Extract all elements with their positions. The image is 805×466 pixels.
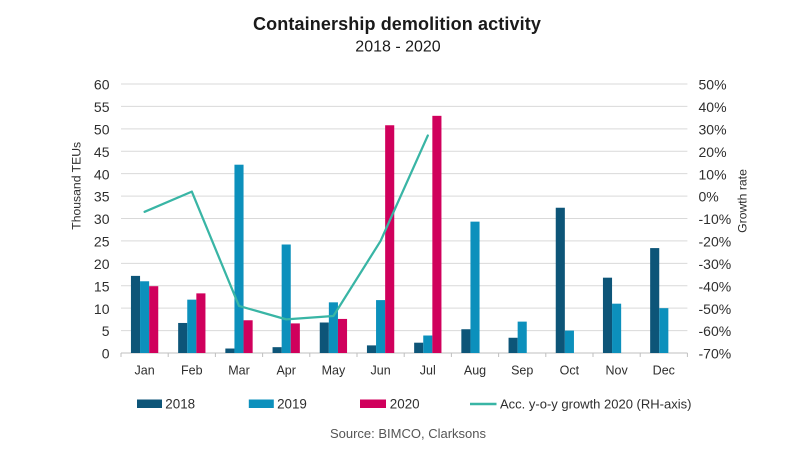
svg-text:35: 35 — [94, 189, 110, 205]
svg-text:50: 50 — [94, 121, 110, 137]
svg-text:50%: 50% — [699, 77, 727, 93]
svg-text:Acc. y-o-y growth 2020 (RH-axi: Acc. y-o-y growth 2020 (RH-axis) — [500, 397, 691, 412]
svg-text:Source: BIMCO, Clarksons: Source: BIMCO, Clarksons — [330, 426, 487, 441]
svg-text:Jul: Jul — [420, 364, 436, 378]
svg-text:2018: 2018 — [165, 397, 195, 412]
svg-text:-10%: -10% — [699, 211, 732, 227]
svg-text:10%: 10% — [699, 166, 727, 182]
svg-text:Dec: Dec — [653, 364, 675, 378]
svg-text:25: 25 — [94, 234, 110, 250]
svg-text:45: 45 — [94, 144, 110, 160]
svg-text:55: 55 — [94, 99, 110, 115]
svg-text:30%: 30% — [699, 121, 727, 137]
svg-text:0%: 0% — [699, 189, 719, 205]
svg-text:-70%: -70% — [699, 346, 732, 362]
svg-text:Nov: Nov — [605, 364, 628, 378]
svg-text:20%: 20% — [699, 144, 727, 160]
svg-text:-20%: -20% — [699, 234, 732, 250]
svg-text:2018 - 2020: 2018 - 2020 — [355, 39, 441, 56]
svg-text:2019: 2019 — [277, 397, 307, 412]
svg-text:40: 40 — [94, 166, 110, 182]
svg-text:-50%: -50% — [699, 301, 732, 317]
svg-text:Thousand TEUs: Thousand TEUs — [69, 142, 83, 230]
svg-text:30: 30 — [94, 211, 110, 227]
svg-text:May: May — [322, 364, 346, 378]
svg-text:40%: 40% — [699, 99, 727, 115]
svg-text:Jun: Jun — [371, 364, 391, 378]
svg-text:Jan: Jan — [135, 364, 155, 378]
svg-text:Apr: Apr — [276, 364, 295, 378]
svg-text:Mar: Mar — [228, 364, 250, 378]
svg-text:Containership demolition activ: Containership demolition activity — [253, 14, 541, 34]
svg-text:Feb: Feb — [181, 364, 203, 378]
svg-text:-40%: -40% — [699, 278, 732, 294]
svg-text:Sep: Sep — [511, 364, 533, 378]
svg-text:Growth rate: Growth rate — [736, 169, 750, 233]
svg-text:10: 10 — [94, 301, 110, 317]
svg-text:15: 15 — [94, 278, 110, 294]
svg-text:60: 60 — [94, 77, 110, 93]
svg-text:-30%: -30% — [699, 256, 732, 272]
svg-text:Oct: Oct — [560, 364, 580, 378]
svg-text:-60%: -60% — [699, 323, 732, 339]
svg-text:5: 5 — [102, 323, 110, 339]
svg-text:2020: 2020 — [390, 397, 420, 412]
svg-text:20: 20 — [94, 256, 110, 272]
svg-text:Aug: Aug — [464, 364, 486, 378]
svg-text:0: 0 — [102, 346, 110, 362]
